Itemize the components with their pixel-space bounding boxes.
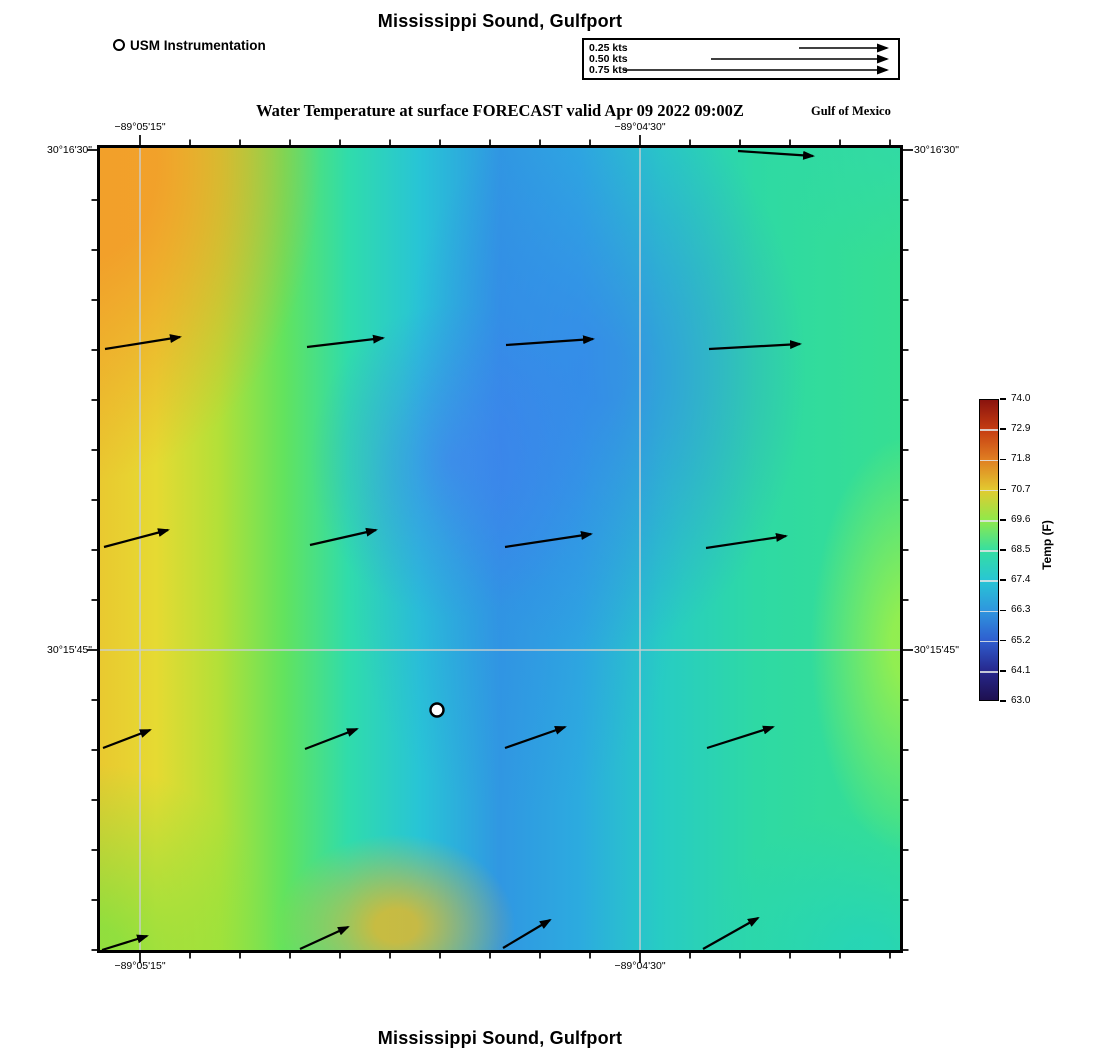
colorbar-separator [980, 520, 998, 522]
current-arrow [504, 531, 593, 549]
colorbar-tick [1000, 458, 1006, 461]
colorbar-tick-label: 63.0 [1011, 695, 1031, 706]
current-arrow [104, 334, 182, 351]
current-arrow [702, 917, 760, 950]
colorbar-separator [980, 610, 998, 613]
current-arrow [505, 335, 595, 347]
colorbar-tick [1000, 639, 1006, 642]
colorbar-separator [980, 671, 998, 673]
colorbar-tick-label: 74.0 [1011, 393, 1031, 404]
scale-arrows-graphic [623, 43, 889, 75]
current-arrow [737, 149, 815, 160]
colorbar-tick [1000, 670, 1006, 672]
scale-label-025: 0.25 kts [589, 42, 628, 54]
colorbar-tick [1000, 519, 1006, 521]
colorbar-tick-label: 71.8 [1011, 453, 1031, 465]
colorbar-separator [980, 489, 998, 492]
y-tick-label-right-1: 30°16'30" [914, 144, 959, 156]
colorbar-title: Temp (F) [1040, 520, 1054, 570]
y-tick-label-left-2: 30°15'45" [47, 644, 92, 656]
colorbar-tick-label: 69.6 [1011, 513, 1031, 525]
colorbar-separator [980, 640, 998, 643]
colorbar-tick-label: 68.5 [1011, 544, 1031, 555]
x-tick-label-top-1: −89°05'15" [114, 121, 166, 133]
current-arrow [101, 934, 149, 952]
current-arrow [299, 926, 350, 950]
colorbar-tick-label: 64.1 [1011, 664, 1031, 676]
colorbar-separator [980, 459, 998, 462]
colorbar-tick-label: 66.3 [1011, 604, 1031, 616]
temperature-heatmap [100, 148, 900, 950]
colorbar-separator [980, 429, 998, 431]
colorbar-tick [1000, 428, 1006, 430]
forecast-subtitle: Water Temperature at surface FORECAST va… [256, 101, 744, 120]
y-tick-label-left-1: 30°16'30" [47, 144, 92, 156]
y-tick-label-right-2: 30°15'45" [914, 644, 959, 656]
current-arrow [309, 527, 378, 547]
colorbar-tick-label: 65.2 [1011, 634, 1031, 646]
colorbar-tick-label: 72.9 [1011, 423, 1031, 435]
x-tick-label-top-2: −89°04'30" [614, 121, 666, 133]
current-arrow [504, 725, 567, 750]
current-arrow [102, 728, 152, 750]
current-arrow [103, 528, 170, 549]
current-arrow [306, 334, 385, 349]
colorbar-tick-label: 70.7 [1011, 483, 1031, 495]
page-footer-title: Mississippi Sound, Gulfport [377, 1028, 623, 1048]
colorbar-tick [1000, 488, 1006, 491]
map-overlay-graphic [87, 135, 913, 963]
colorbar-tick [1000, 398, 1006, 400]
current-scale-legend: 0.25 kts 0.50 kts 0.75 kts [582, 38, 900, 80]
colorbar-separator [980, 550, 998, 552]
colorbar-tick-label: 67.4 [1011, 574, 1031, 586]
current-arrow [304, 727, 359, 751]
current-arrow [705, 533, 788, 550]
colorbar [979, 399, 999, 701]
station-marker-icon [113, 39, 125, 51]
usm-station-marker [429, 702, 445, 718]
colorbar-separator [980, 580, 998, 582]
colorbar-tick [1000, 549, 1006, 551]
station-legend-label: USM Instrumentation [130, 38, 266, 53]
page-title: Mississippi Sound, Gulfport [377, 11, 623, 31]
x-tick-label-bottom-1: −89°05'15" [114, 960, 166, 972]
current-arrow [502, 918, 552, 949]
colorbar-tick [1000, 609, 1006, 612]
x-tick-label-bottom-2: −89°04'30" [614, 960, 666, 972]
region-label: Gulf of Mexico [811, 104, 891, 118]
colorbar-tick [1000, 579, 1006, 581]
scale-label-075: 0.75 kts [589, 64, 628, 76]
current-arrow [708, 340, 802, 351]
current-arrow [706, 725, 775, 750]
colorbar-tick [1000, 700, 1006, 702]
scale-label-050: 0.50 kts [589, 53, 628, 65]
